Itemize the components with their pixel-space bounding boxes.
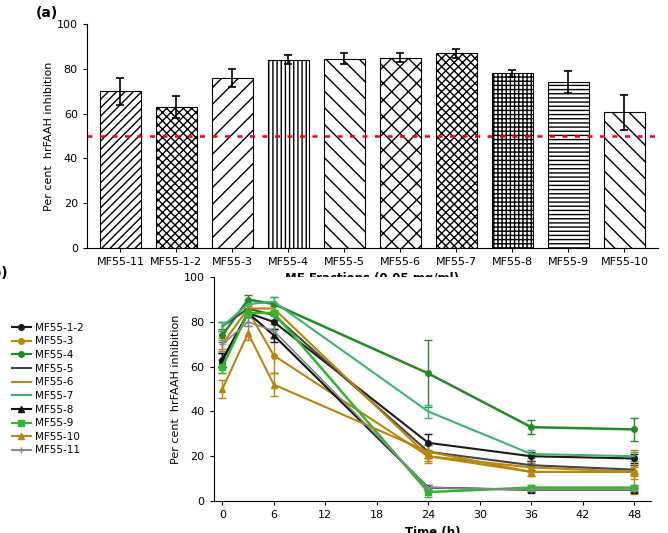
Bar	[156, 107, 196, 248]
Y-axis label: Per cent  hrFAAH inhibition: Per cent hrFAAH inhibition	[44, 61, 54, 211]
Bar	[380, 58, 421, 248]
X-axis label: Time (h): Time (h)	[405, 526, 460, 533]
Bar	[492, 73, 532, 248]
Bar	[100, 91, 140, 248]
Bar	[605, 112, 645, 248]
X-axis label: MF Fractions (0.05 mg/ml): MF Fractions (0.05 mg/ml)	[285, 272, 460, 286]
Bar	[324, 59, 365, 248]
Legend: MF55-1-2, MF55-3, MF55-4, MF55-5, MF55-6, MF55-7, MF55-8, MF55-9, MF55-10, MF55-: MF55-1-2, MF55-3, MF55-4, MF55-5, MF55-6…	[12, 322, 84, 456]
Y-axis label: Per cent  hrFAAH inhibition: Per cent hrFAAH inhibition	[171, 314, 181, 464]
Bar	[436, 53, 476, 248]
Bar	[212, 78, 253, 248]
Bar	[548, 82, 589, 248]
Text: (b): (b)	[0, 266, 9, 280]
Text: (a): (a)	[35, 6, 57, 20]
Bar	[269, 60, 309, 248]
